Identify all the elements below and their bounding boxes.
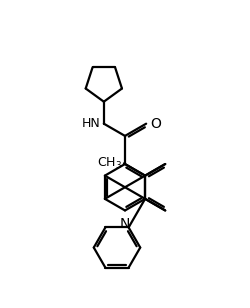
Text: O: O: [150, 117, 161, 131]
Text: HN: HN: [82, 117, 101, 130]
Text: CH$_3$: CH$_3$: [97, 156, 122, 171]
Text: N: N: [120, 217, 130, 231]
